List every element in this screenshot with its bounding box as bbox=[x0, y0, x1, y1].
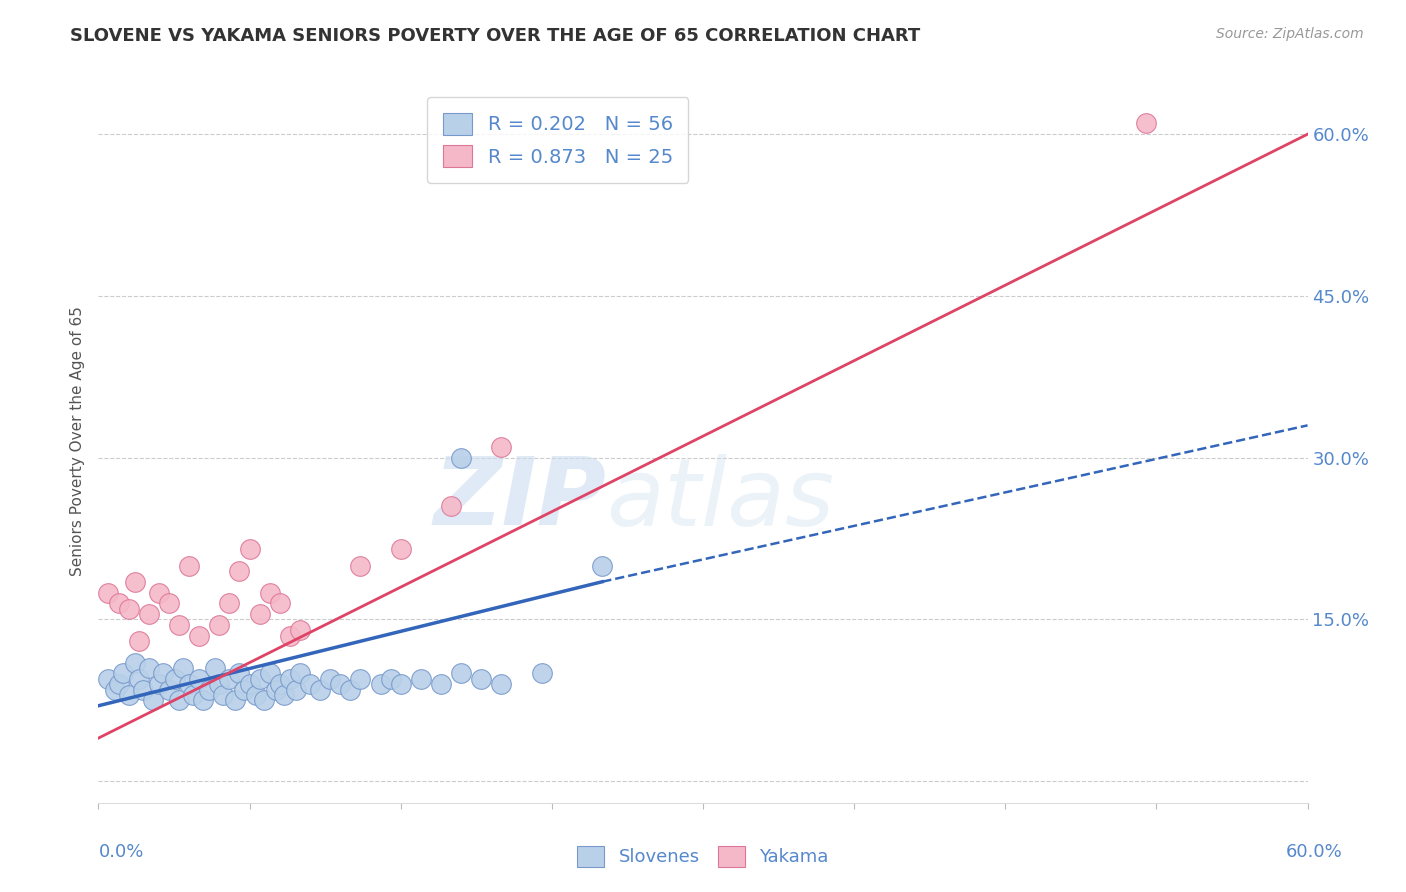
Point bbox=[208, 677, 231, 691]
Point bbox=[269, 596, 291, 610]
Point bbox=[132, 682, 155, 697]
Point bbox=[167, 618, 190, 632]
Point bbox=[278, 629, 301, 643]
Point bbox=[450, 666, 472, 681]
Point bbox=[491, 677, 513, 691]
Point bbox=[309, 682, 332, 697]
Point bbox=[259, 666, 281, 681]
Text: Source: ZipAtlas.com: Source: ZipAtlas.com bbox=[1216, 27, 1364, 41]
Point bbox=[339, 682, 361, 697]
Point bbox=[273, 688, 295, 702]
Point bbox=[138, 607, 160, 621]
Point bbox=[530, 666, 553, 681]
Point bbox=[299, 677, 322, 691]
Point bbox=[239, 542, 262, 557]
Point bbox=[380, 672, 402, 686]
Text: 60.0%: 60.0% bbox=[1286, 843, 1343, 861]
Point bbox=[172, 661, 194, 675]
Point bbox=[284, 682, 307, 697]
Point bbox=[142, 693, 165, 707]
Point bbox=[389, 542, 412, 557]
Point bbox=[264, 682, 287, 697]
Point bbox=[212, 688, 235, 702]
Point bbox=[249, 607, 271, 621]
Y-axis label: Seniors Poverty Over the Age of 65: Seniors Poverty Over the Age of 65 bbox=[69, 307, 84, 576]
Point bbox=[157, 596, 180, 610]
Point bbox=[430, 677, 453, 691]
Point bbox=[389, 677, 412, 691]
Point bbox=[208, 618, 231, 632]
Point bbox=[269, 677, 291, 691]
Point bbox=[319, 672, 342, 686]
Point bbox=[228, 564, 250, 578]
Point bbox=[470, 672, 492, 686]
Point bbox=[224, 693, 246, 707]
Point bbox=[218, 672, 240, 686]
Point bbox=[138, 661, 160, 675]
Point bbox=[218, 596, 240, 610]
Point bbox=[259, 585, 281, 599]
Point bbox=[163, 672, 186, 686]
Point bbox=[107, 596, 129, 610]
Point bbox=[349, 558, 371, 573]
Point bbox=[181, 688, 204, 702]
Point bbox=[107, 677, 129, 691]
Point bbox=[245, 688, 267, 702]
Legend: R = 0.202   N = 56, R = 0.873   N = 25: R = 0.202 N = 56, R = 0.873 N = 25 bbox=[427, 97, 689, 183]
Point bbox=[1135, 116, 1157, 130]
Point bbox=[118, 601, 141, 615]
Point bbox=[179, 677, 201, 691]
Point bbox=[167, 693, 190, 707]
Point bbox=[228, 666, 250, 681]
Point bbox=[198, 682, 221, 697]
Legend: Slovenes, Yakama: Slovenes, Yakama bbox=[569, 838, 837, 874]
Point bbox=[128, 634, 150, 648]
Point bbox=[188, 629, 211, 643]
Text: 0.0%: 0.0% bbox=[98, 843, 143, 861]
Point bbox=[111, 666, 134, 681]
Point bbox=[97, 672, 120, 686]
Point bbox=[409, 672, 432, 686]
Point bbox=[188, 672, 211, 686]
Text: ZIP: ZIP bbox=[433, 453, 606, 545]
Point bbox=[253, 693, 276, 707]
Point bbox=[124, 574, 146, 589]
Point bbox=[179, 558, 201, 573]
Point bbox=[118, 688, 141, 702]
Point bbox=[128, 672, 150, 686]
Point bbox=[370, 677, 392, 691]
Point bbox=[288, 666, 311, 681]
Point bbox=[124, 656, 146, 670]
Point bbox=[193, 693, 215, 707]
Point bbox=[491, 440, 513, 454]
Point bbox=[591, 558, 613, 573]
Point bbox=[288, 624, 311, 638]
Text: atlas: atlas bbox=[606, 454, 835, 545]
Point bbox=[440, 500, 463, 514]
Point bbox=[232, 682, 254, 697]
Text: SLOVENE VS YAKAMA SENIORS POVERTY OVER THE AGE OF 65 CORRELATION CHART: SLOVENE VS YAKAMA SENIORS POVERTY OVER T… bbox=[70, 27, 921, 45]
Point bbox=[249, 672, 271, 686]
Point bbox=[148, 585, 170, 599]
Point bbox=[97, 585, 120, 599]
Point bbox=[278, 672, 301, 686]
Point bbox=[157, 682, 180, 697]
Point bbox=[152, 666, 174, 681]
Point bbox=[450, 450, 472, 465]
Point bbox=[239, 677, 262, 691]
Point bbox=[103, 682, 125, 697]
Point bbox=[329, 677, 352, 691]
Point bbox=[349, 672, 371, 686]
Point bbox=[204, 661, 226, 675]
Point bbox=[148, 677, 170, 691]
